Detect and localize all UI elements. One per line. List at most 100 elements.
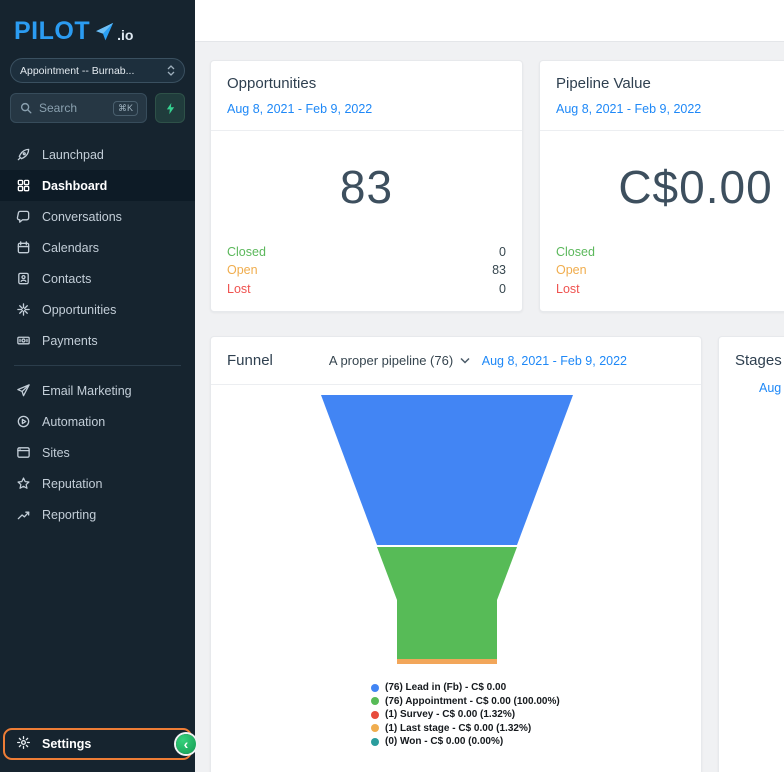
- card-title: Funnel: [227, 352, 273, 369]
- location-selector[interactable]: Appointment -- Burnab...: [10, 58, 185, 83]
- pipeline-selector-value: A proper pipeline (76): [328, 353, 454, 368]
- stat-label: Closed: [556, 244, 595, 259]
- date-range-picker[interactable]: Aug 8, 2021 - Feb 9, 2022: [759, 381, 784, 395]
- pipeline-total: C$0.00: [618, 160, 773, 213]
- contacts-icon: [15, 271, 31, 286]
- pipeline-value-card: Pipeline Value Aug 8, 2021 - Feb 9, 2022…: [539, 60, 784, 312]
- sidebar-item-label: Opportunities: [42, 302, 117, 317]
- stat-value: 0: [499, 281, 506, 296]
- stat-row: Open 83: [227, 261, 506, 280]
- sidebar-item-reporting[interactable]: Reporting: [0, 499, 195, 530]
- legend-item: (76) Appointment - C$ 0.00 (100.00%): [371, 695, 701, 709]
- sidebar-item-contacts[interactable]: Contacts: [0, 263, 195, 294]
- sidebar-nav: Launchpad Dashboard Conversations: [0, 139, 195, 530]
- search-input[interactable]: Search ⌘K: [10, 93, 147, 123]
- legend-dot: [371, 737, 379, 746]
- stat-label: Lost: [227, 281, 251, 296]
- opportunities-card: Opportunities Aug 8, 2021 - Feb 9, 2022 …: [210, 60, 523, 312]
- sidebar: PILOT .io Appointment -- Burnab... Searc…: [0, 0, 196, 772]
- sidebar-item-opportunities[interactable]: Opportunities: [0, 294, 195, 325]
- legend-item: (76) Lead in (Fb) - C$ 0.00: [371, 681, 701, 695]
- sidebar-item-settings[interactable]: Settings: [3, 728, 192, 760]
- stat-value: 83: [492, 263, 506, 277]
- sidebar-item-conversations[interactable]: Conversations: [0, 201, 195, 232]
- funnel-chart: [321, 395, 573, 664]
- card-title: Stages Distribution: [735, 352, 784, 369]
- legend-label: (76) Lead in (Fb) - C$ 0.00: [385, 682, 507, 693]
- sidebar-item-reputation[interactable]: Reputation: [0, 468, 195, 499]
- trend-icon: [15, 507, 31, 522]
- nav-divider: [14, 365, 181, 366]
- stat-value: 0: [499, 244, 506, 259]
- sidebar-item-payments[interactable]: Payments: [0, 325, 195, 356]
- stat-row: Lost 0: [227, 280, 506, 299]
- updown-chevron-icon: [167, 65, 175, 76]
- sidebar-item-label: Contacts: [42, 271, 92, 286]
- automation-icon: [15, 414, 31, 429]
- date-range-picker[interactable]: Aug 8, 2021 - Feb 9, 2022: [227, 102, 373, 116]
- opportunities-total: 83: [339, 160, 394, 213]
- rocket-icon: [15, 147, 31, 162]
- sidebar-item-dashboard[interactable]: Dashboard: [0, 170, 195, 201]
- location-selector-value: Appointment -- Burnab...: [20, 64, 135, 77]
- date-range-picker[interactable]: Aug 8, 2021 - Feb 9, 2022: [481, 353, 627, 368]
- funnel-segment-last-stage: [397, 659, 497, 664]
- sidebar-item-label: Automation: [42, 414, 106, 429]
- sites-icon: [15, 445, 31, 460]
- stat-label: Open: [556, 263, 587, 277]
- legend-dot: [371, 683, 379, 692]
- stat-label: Closed: [227, 244, 266, 259]
- search-placeholder: Search: [39, 101, 78, 115]
- top-header-bar: [195, 0, 784, 42]
- stat-row: Closed 0: [227, 243, 506, 262]
- legend-dot: [371, 697, 379, 706]
- star-icon: [15, 476, 31, 491]
- card-title: Pipeline Value: [556, 75, 651, 92]
- quick-actions-button[interactable]: [155, 93, 185, 123]
- sidebar-collapse-button[interactable]: ‹: [176, 734, 196, 754]
- sidebar-item-email-marketing[interactable]: Email Marketing: [0, 375, 195, 406]
- rocket-logo-icon: [96, 22, 114, 41]
- sidebar-item-label: Calendars: [42, 240, 99, 255]
- legend-label: (0) Won - C$ 0.00 (0.00%): [385, 736, 504, 747]
- sidebar-item-label: Conversations: [42, 209, 122, 224]
- gear-icon: [16, 735, 31, 753]
- stat-row: Open C$0.00: [556, 261, 784, 280]
- sidebar-item-label: Reputation: [42, 476, 103, 491]
- legend-label: (1) Last stage - C$ 0.00 (1.32%): [385, 722, 532, 734]
- funnel-legend: (76) Lead in (Fb) - C$ 0.00 (76) Appoint…: [371, 681, 701, 749]
- funnel-segment-lead-in: [321, 395, 573, 545]
- lightning-icon: [166, 102, 174, 114]
- dashboard-grid-icon: [15, 178, 31, 193]
- funnel-card: Funnel A proper pipeline (76) Aug 8, 202…: [210, 336, 702, 772]
- sidebar-item-label: Sites: [42, 445, 70, 460]
- chat-icon: [15, 209, 31, 224]
- stat-label: Lost: [556, 281, 580, 296]
- sidebar-item-label: Email Marketing: [42, 383, 132, 398]
- legend-dot: [371, 724, 379, 733]
- stat-row: Lost C$0.00: [556, 280, 784, 299]
- legend-dot: [371, 710, 379, 719]
- calendar-icon: [15, 240, 31, 255]
- funnel-segment-appointment: [377, 547, 517, 659]
- settings-label: Settings: [42, 737, 92, 751]
- sidebar-item-label: Dashboard: [42, 178, 108, 193]
- legend-item: (1) Last stage - C$ 0.00 (1.32%): [371, 722, 701, 736]
- sidebar-item-launchpad[interactable]: Launchpad: [0, 139, 195, 170]
- chevron-down-icon: [460, 357, 470, 364]
- search-icon: [20, 102, 32, 114]
- stat-row: Closed C$0.00: [556, 243, 784, 262]
- card-title: Opportunities: [227, 75, 317, 92]
- settings-annotation-box: Settings ‹: [3, 728, 196, 760]
- pipeline-selector-dropdown[interactable]: A proper pipeline (76): [329, 353, 470, 368]
- sidebar-item-automation[interactable]: Automation: [0, 406, 195, 437]
- sidebar-item-label: Launchpad: [42, 147, 104, 162]
- sidebar-item-label: Payments: [42, 333, 98, 348]
- date-range-picker[interactable]: Aug 8, 2021 - Feb 9, 2022: [556, 102, 702, 116]
- shortcut-badge: ⌘K: [112, 100, 138, 116]
- sidebar-item-sites[interactable]: Sites: [0, 437, 195, 468]
- send-icon: [15, 383, 31, 398]
- legend-label: (76) Appointment - C$ 0.00 (100.00%): [385, 695, 560, 707]
- sidebar-item-calendars[interactable]: Calendars: [0, 232, 195, 263]
- legend-label: (1) Survey - C$ 0.00 (1.32%): [385, 709, 516, 720]
